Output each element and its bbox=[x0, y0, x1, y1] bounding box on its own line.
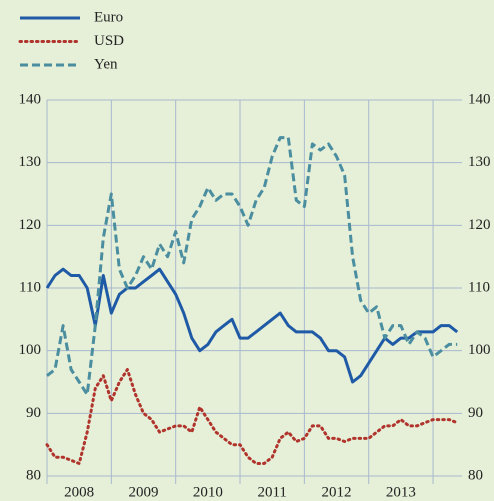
y-tick-label: 110 bbox=[19, 279, 41, 295]
x-tick-label: 2009 bbox=[129, 484, 159, 500]
x-tick-label: 2012 bbox=[322, 484, 352, 500]
x-tick-label: 2010 bbox=[193, 484, 223, 500]
series-line bbox=[45, 267, 459, 384]
y2-tick-label: 140 bbox=[468, 91, 491, 107]
y2-tick-label: 100 bbox=[468, 342, 491, 358]
y-tick-label: 120 bbox=[19, 217, 42, 233]
legend-label: Euro bbox=[94, 9, 123, 25]
y-tick-label: 100 bbox=[19, 342, 42, 358]
y-tick-label: 80 bbox=[26, 467, 41, 483]
y-tick-label: 90 bbox=[26, 405, 41, 421]
y-tick-label: 140 bbox=[19, 91, 42, 107]
legend-label: USD bbox=[94, 33, 124, 49]
series-line bbox=[46, 136, 458, 396]
y2-tick-label: 90 bbox=[468, 405, 483, 421]
x-tick-label: 2008 bbox=[64, 484, 94, 500]
y2-tick-label: 130 bbox=[468, 154, 491, 170]
y2-tick-label: 110 bbox=[468, 279, 490, 295]
legend-label: Yen bbox=[94, 56, 118, 72]
y2-tick-label: 80 bbox=[468, 467, 483, 483]
y2-tick-label: 120 bbox=[468, 217, 491, 233]
x-tick-label: 2011 bbox=[257, 484, 286, 500]
x-tick-label: 2013 bbox=[386, 484, 416, 500]
y-tick-label: 130 bbox=[19, 154, 42, 170]
series-line bbox=[45, 368, 459, 465]
